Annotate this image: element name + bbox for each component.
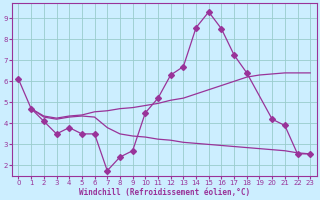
X-axis label: Windchill (Refroidissement éolien,°C): Windchill (Refroidissement éolien,°C): [79, 188, 250, 197]
